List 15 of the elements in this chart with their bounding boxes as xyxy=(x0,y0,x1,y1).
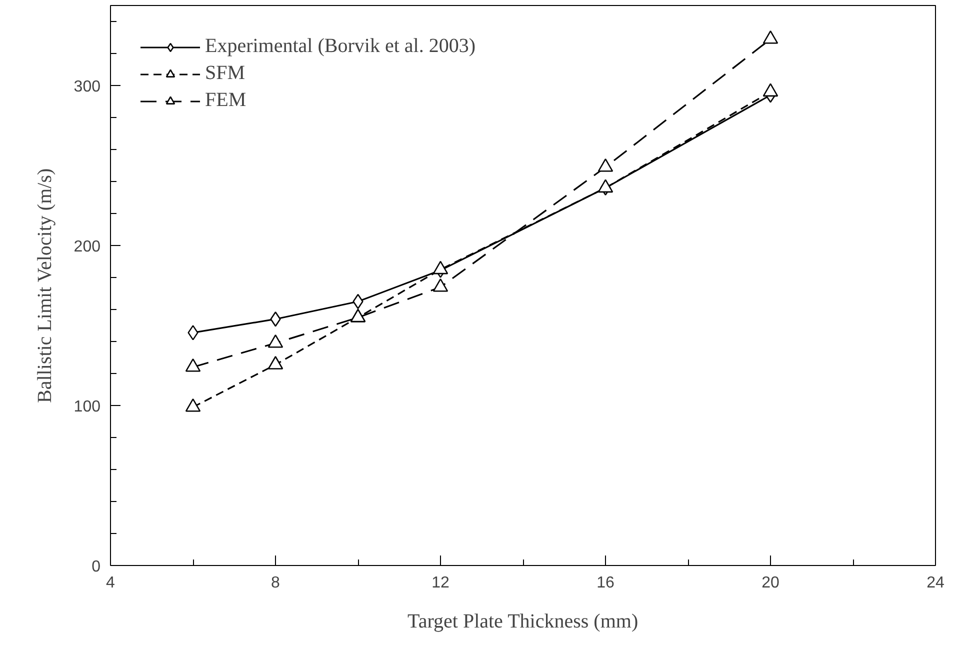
x-tick-label: 20 xyxy=(762,574,780,592)
x-tick-label: 12 xyxy=(432,574,450,592)
y-tick-label: 300 xyxy=(74,78,101,96)
legend-label: SFM xyxy=(205,62,246,85)
x-tick-label: 8 xyxy=(271,574,280,592)
y-axis-title: Ballistic Limit Velocity (m/s) xyxy=(34,168,56,403)
y-tick-label: 200 xyxy=(74,238,101,256)
legend-label: FEM xyxy=(205,89,246,112)
x-tick-label: 4 xyxy=(106,574,116,592)
x-tick-label: 24 xyxy=(926,574,944,592)
legend-label: Experimental (Borvik et al. 2003) xyxy=(205,35,476,58)
y-tick-label: 100 xyxy=(74,398,101,416)
x-axis-title: Target Plate Thickness (mm) xyxy=(408,610,638,632)
x-tick-label: 16 xyxy=(596,574,614,592)
y-tick-label: 0 xyxy=(92,558,101,576)
